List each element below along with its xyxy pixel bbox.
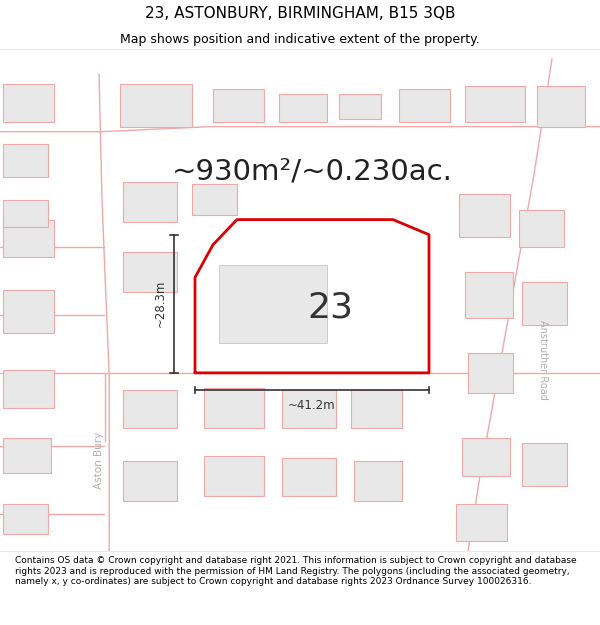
Bar: [465, 86, 525, 122]
Bar: [204, 388, 264, 428]
Bar: [519, 209, 564, 248]
Bar: [339, 94, 381, 119]
Bar: [120, 84, 192, 127]
Bar: [462, 438, 510, 476]
Polygon shape: [195, 219, 429, 373]
Text: ~28.3m: ~28.3m: [154, 280, 167, 328]
Bar: [279, 94, 327, 122]
Bar: [468, 352, 513, 393]
Bar: [3, 84, 54, 122]
Bar: [3, 144, 48, 177]
Bar: [123, 391, 177, 428]
Text: Aston Bury: Aston Bury: [94, 432, 104, 489]
Bar: [537, 86, 585, 127]
Text: ~41.2m: ~41.2m: [288, 399, 336, 412]
Bar: [351, 391, 402, 428]
Bar: [123, 461, 177, 501]
Bar: [3, 504, 48, 534]
Text: ~930m²/~0.230ac.: ~930m²/~0.230ac.: [172, 158, 452, 186]
Bar: [3, 371, 54, 408]
Text: 23: 23: [307, 291, 353, 324]
Bar: [123, 253, 177, 292]
Bar: [522, 282, 567, 325]
Bar: [204, 456, 264, 496]
Text: Anstruther Road: Anstruther Road: [538, 321, 548, 400]
Bar: [3, 219, 54, 258]
Bar: [219, 265, 327, 342]
Bar: [282, 458, 336, 496]
Bar: [192, 184, 237, 214]
Bar: [456, 504, 507, 541]
Text: Map shows position and indicative extent of the property.: Map shows position and indicative extent…: [120, 32, 480, 46]
Bar: [354, 461, 402, 501]
Text: 23, ASTONBURY, BIRMINGHAM, B15 3QB: 23, ASTONBURY, BIRMINGHAM, B15 3QB: [145, 6, 455, 21]
Bar: [3, 199, 48, 227]
Bar: [459, 194, 510, 237]
Bar: [282, 391, 336, 428]
Bar: [222, 245, 312, 308]
Bar: [213, 89, 264, 122]
Bar: [3, 438, 51, 473]
Bar: [522, 443, 567, 486]
Bar: [399, 89, 450, 122]
Text: Contains OS data © Crown copyright and database right 2021. This information is : Contains OS data © Crown copyright and d…: [15, 556, 577, 586]
Bar: [123, 182, 177, 222]
Bar: [3, 290, 54, 332]
Bar: [465, 272, 513, 318]
